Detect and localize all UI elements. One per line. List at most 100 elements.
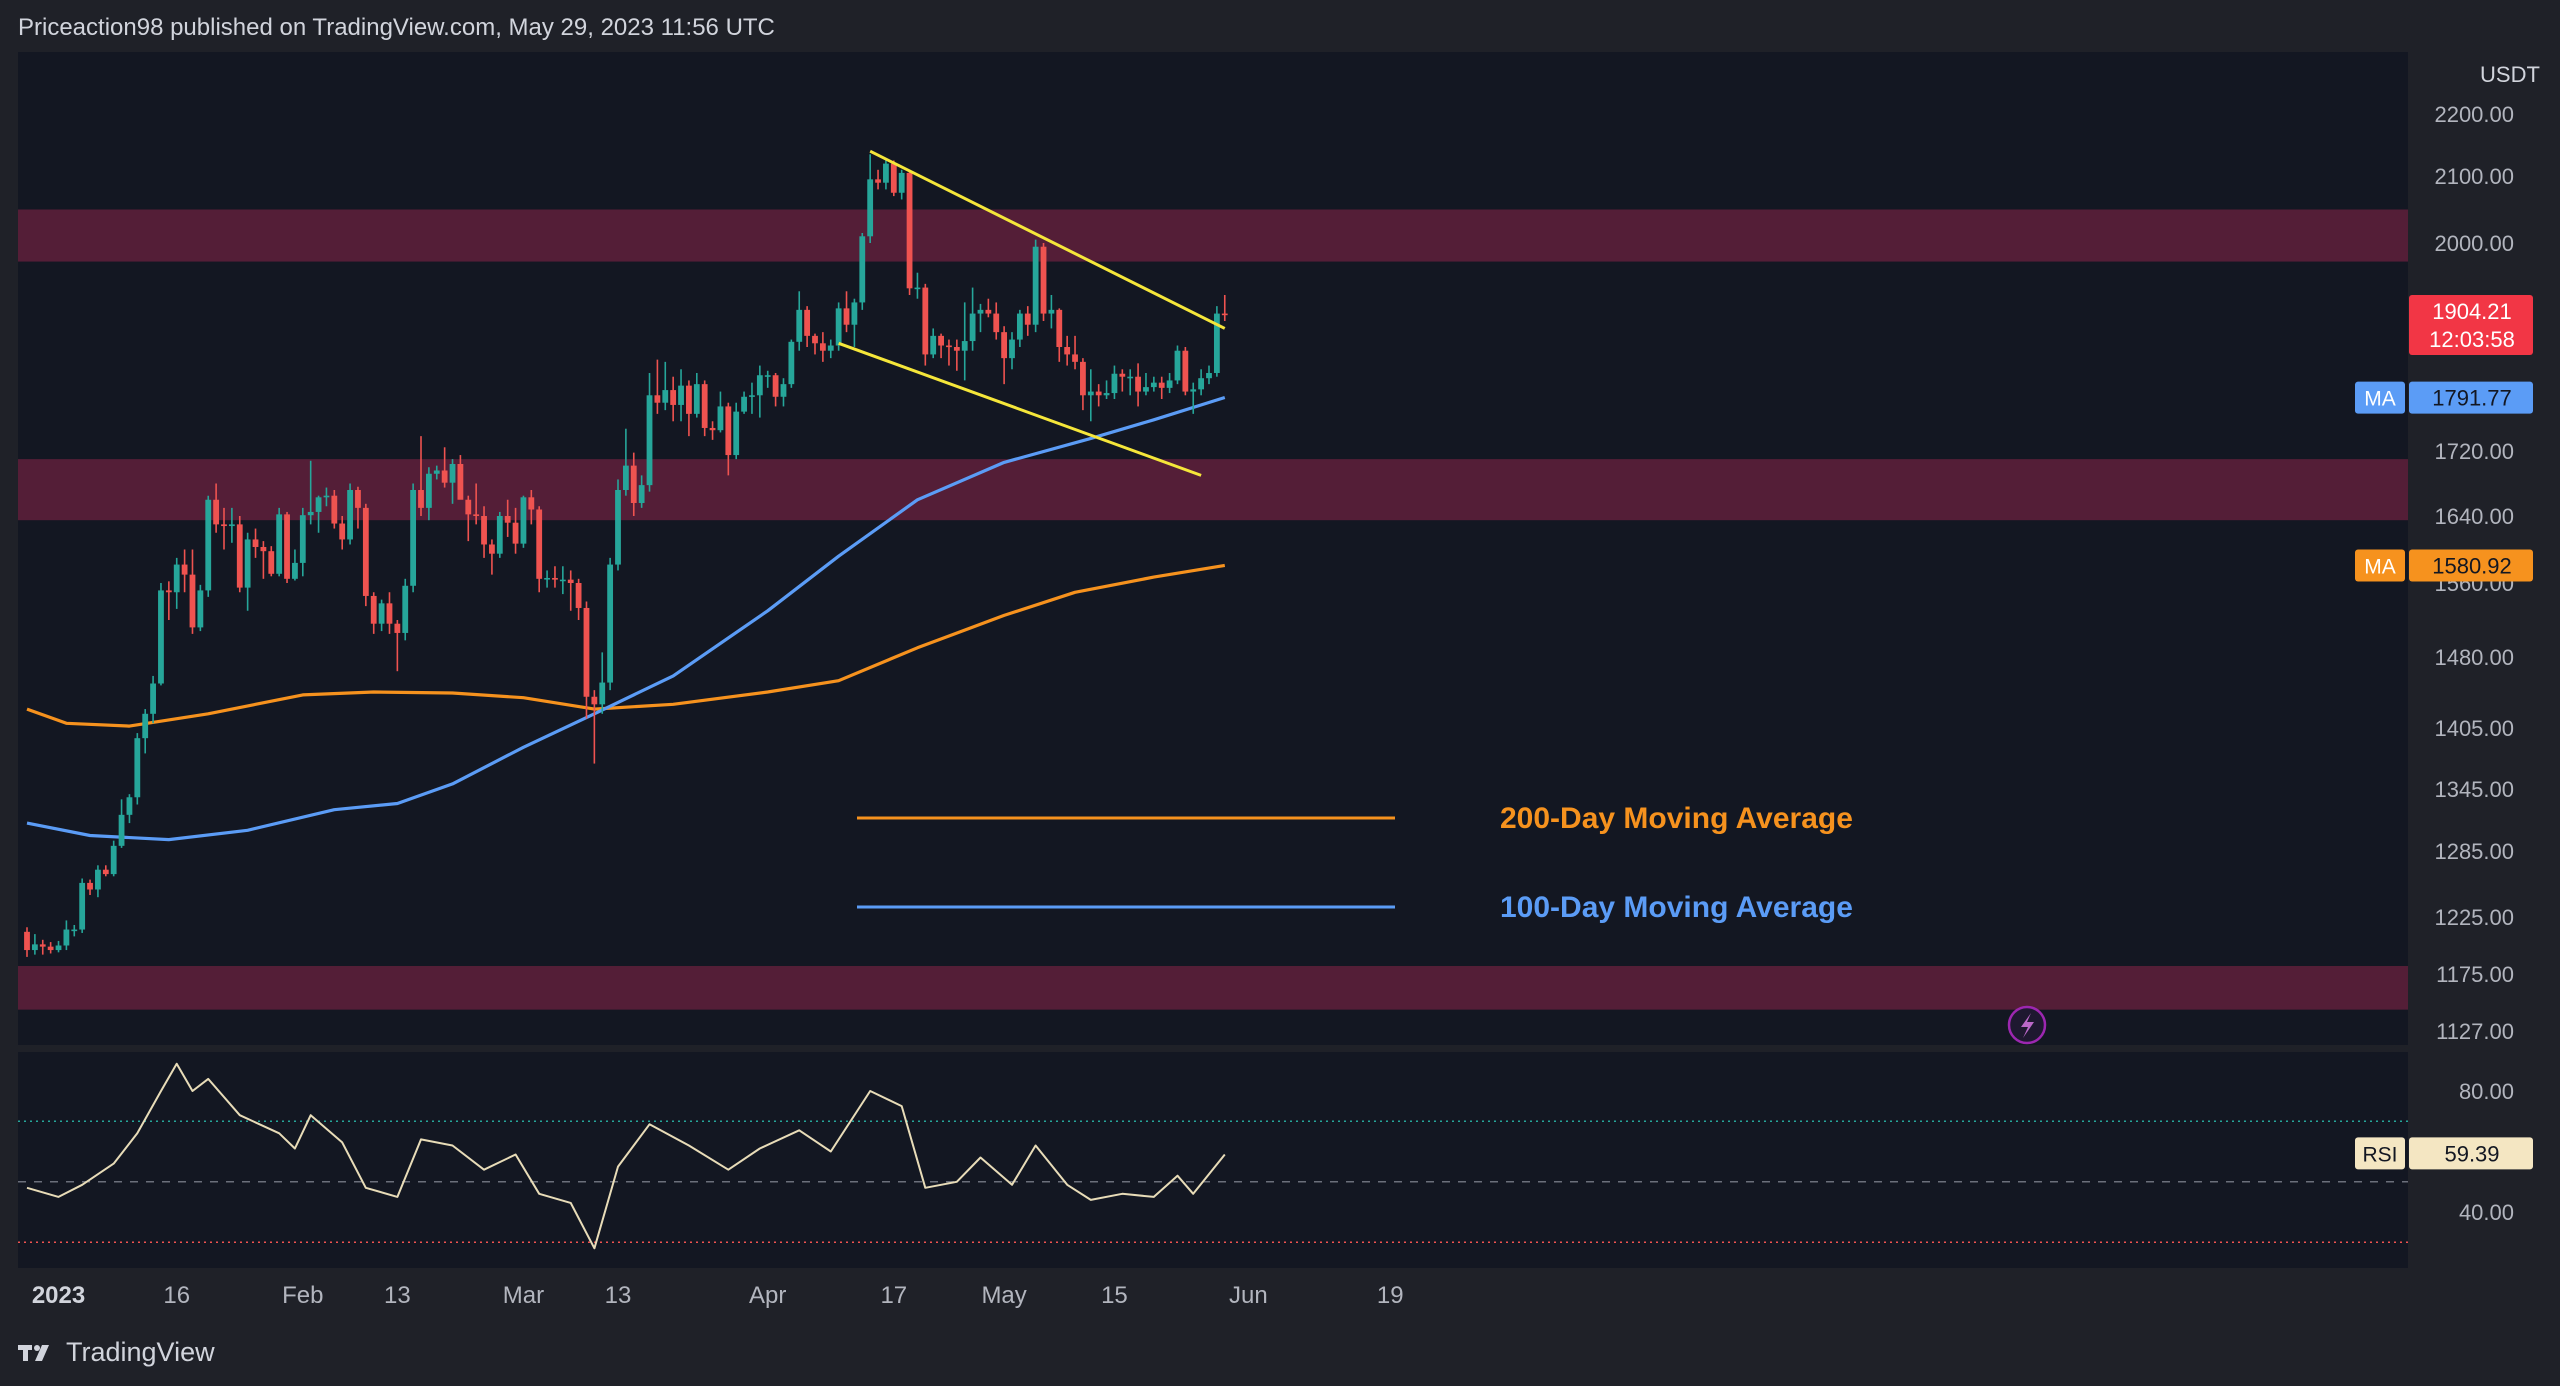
candle (95, 865, 101, 898)
last-price-label: 1904.21 12:03:58 (2409, 295, 2533, 355)
candle (914, 272, 921, 299)
candle (559, 566, 566, 595)
candle (819, 332, 826, 362)
price-tick-label: 1720.00 (2434, 439, 2514, 464)
rsi-value-label: RSI 59.39 (2355, 1137, 2533, 1170)
candle (284, 511, 290, 583)
candle (1001, 326, 1008, 385)
tradingview-logo-icon (18, 1343, 56, 1363)
candle (1174, 345, 1181, 385)
candle (788, 339, 795, 388)
candle (851, 298, 858, 347)
candle-body (95, 869, 101, 890)
candle-body (544, 577, 550, 580)
candle (465, 495, 472, 542)
time-axis[interactable]: 2023 16 Feb 13 Mar 13 Apr 17 May 15 Jun 19 (32, 1282, 1404, 1309)
tradingview-footer[interactable]: TradingView (18, 1337, 215, 1368)
ma-value-label: MA 1791.77 (2355, 381, 2533, 414)
candle-body (615, 490, 621, 565)
candle (1087, 369, 1094, 422)
candle (796, 291, 803, 351)
candle (489, 539, 495, 575)
candle (1016, 309, 1023, 347)
candle (418, 436, 424, 516)
candle (646, 373, 653, 492)
candle-body (331, 495, 338, 524)
candle (552, 566, 558, 588)
candle-body (969, 313, 976, 342)
candle-body (189, 574, 196, 628)
candle (969, 287, 976, 351)
candle-body (1024, 313, 1031, 325)
candle-body (307, 511, 314, 516)
candle (772, 373, 779, 407)
candle (362, 503, 369, 607)
candle-body (1174, 350, 1181, 381)
candle-body (378, 603, 385, 624)
candle-body (1103, 393, 1110, 396)
candle (670, 376, 677, 422)
candle (1213, 306, 1220, 377)
candle-body (489, 544, 495, 554)
candle (906, 169, 913, 295)
candle (449, 459, 456, 504)
candle-body (859, 236, 866, 303)
candle-body (394, 623, 401, 633)
candle-body (851, 302, 858, 325)
candle (189, 549, 196, 634)
candle-body (213, 499, 220, 525)
candle-body (1190, 389, 1197, 392)
time-tick-label: May (981, 1282, 1026, 1309)
ma-tag: MA (2364, 388, 2396, 411)
tradingview-brand: TradingView (66, 1337, 215, 1367)
candle-body (1127, 376, 1134, 379)
lightning-icon[interactable] (2007, 1005, 2047, 1045)
candle (615, 479, 621, 571)
candle-body (772, 375, 779, 397)
rsi-tag-bg (2355, 1137, 2405, 1170)
candle-body (228, 524, 235, 527)
resistance-zones (18, 209, 2408, 1010)
candle (1143, 373, 1149, 396)
candle-body (686, 385, 692, 414)
candle (898, 169, 905, 200)
candle (260, 541, 267, 579)
axis-price-labels: 1904.21 12:03:58 MA 1791.77 MA 1580.92 RSI 59.3… (2355, 295, 2533, 1170)
candle-body (292, 562, 298, 579)
candle-body (339, 523, 346, 540)
candle-body (646, 395, 653, 486)
candle-body (938, 335, 944, 346)
candle (1040, 243, 1047, 321)
candle (378, 599, 385, 632)
price-tick-label: 1225.00 (2434, 905, 2514, 930)
candle-body (654, 395, 661, 403)
ma-value-label: MA 1580.92 (2355, 549, 2533, 582)
candle-body (741, 396, 747, 412)
rsi-tick-label: 40.00 (2459, 1200, 2514, 1225)
candle-body (670, 390, 677, 405)
candle-body (1001, 332, 1008, 359)
candle (693, 373, 700, 418)
candle (1182, 347, 1189, 396)
price-tick-label: 1345.00 (2434, 777, 2514, 802)
candle-body (134, 738, 141, 798)
candle-body (812, 335, 818, 344)
price-axis[interactable]: USDT 2200.00 2100.00 2000.00 1720.00 1640.00 1… (2434, 62, 2539, 1044)
candle (733, 402, 740, 460)
candle-body (764, 375, 771, 377)
candle-body (63, 929, 70, 946)
candle-body (725, 406, 732, 456)
candle (859, 232, 866, 310)
candle (1150, 376, 1157, 392)
trendline (869, 149, 1226, 330)
candle (1064, 335, 1071, 366)
candle-body (717, 406, 724, 431)
candle-body (370, 595, 377, 624)
candle-body (1213, 313, 1220, 373)
candle (575, 578, 582, 620)
candle-body (355, 490, 361, 508)
candle (394, 620, 401, 672)
candle (622, 428, 629, 496)
candle-body (1064, 347, 1071, 355)
